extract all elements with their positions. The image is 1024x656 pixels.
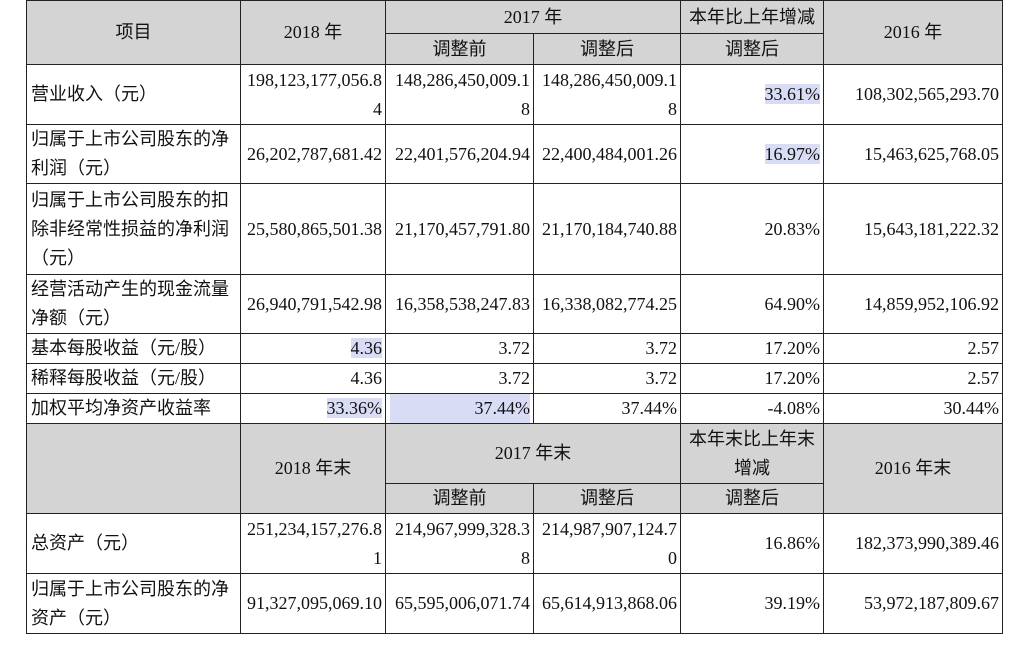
cell-2016: 14,859,952,106.92 bbox=[823, 274, 1003, 334]
header2-2016: 2016 年末 bbox=[823, 423, 1003, 514]
header2-item-empty bbox=[26, 423, 241, 514]
header-2017-after: 调整后 bbox=[533, 33, 681, 65]
cell-2017-before: 3.72 bbox=[385, 333, 534, 364]
header-item: 项目 bbox=[26, 0, 241, 65]
header-change: 本年比上年增减 bbox=[680, 0, 824, 34]
cell-2016: 108,302,565,293.70 bbox=[823, 64, 1003, 125]
cell-2018: 4.36 bbox=[240, 363, 386, 394]
cell-2018: 26,940,791,542.98 bbox=[240, 274, 386, 334]
cell-2017-after: 22,400,484,001.26 bbox=[533, 124, 681, 184]
row-label: 归属于上市公司股东的净利润（元） bbox=[26, 124, 241, 184]
header-2018: 2018 年 bbox=[240, 0, 386, 65]
table-row: 稀释每股收益（元/股） 4.36 3.72 3.72 17.20% 2.57 bbox=[26, 363, 1003, 394]
header1-row2: 调整前 调整后 调整后 bbox=[27, 33, 1003, 65]
cell-2017-before: 65,595,006,071.74 bbox=[385, 573, 534, 634]
header-2016: 2016 年 bbox=[823, 0, 1003, 65]
cell-2016: 15,463,625,768.05 bbox=[823, 124, 1003, 184]
cell-2017-after: 3.72 bbox=[533, 333, 681, 364]
cell-change: 20.83% bbox=[680, 183, 824, 275]
cell-change: 64.90% bbox=[680, 274, 824, 334]
cell-change: -4.08% bbox=[680, 393, 824, 424]
table-row: 总资产（元） 251,234,157,276.81 214,967,999,32… bbox=[26, 513, 1003, 574]
table-row: 归属于上市公司股东的净利润（元） 26,202,787,681.42 22,40… bbox=[26, 124, 1003, 184]
cell-2018: 251,234,157,276.81 bbox=[240, 513, 386, 574]
header1-row1: 项目 2018 年 2017 年 本年比上年增减 2016 年 bbox=[26, 0, 1003, 65]
cell-2018: 33.36% bbox=[326, 398, 382, 418]
header-2017: 2017 年 bbox=[385, 0, 681, 34]
cell-2016: 30.44% bbox=[823, 393, 1003, 424]
row-label: 经营活动产生的现金流量净额（元） bbox=[26, 274, 241, 334]
table-row: 营业收入（元） 198,123,177,056.84 148,286,450,0… bbox=[26, 64, 1003, 125]
financial-table: 项目 2018 年 2017 年 本年比上年增减 2016 年 调整前 调整后 … bbox=[26, 0, 1003, 634]
table-row: 基本每股收益（元/股） 4.36 3.72 3.72 17.20% 2.57 bbox=[26, 333, 1003, 364]
header2-2017: 2017 年末 bbox=[385, 423, 681, 484]
cell-2018: 198,123,177,056.84 bbox=[240, 64, 386, 125]
row-label: 总资产（元） bbox=[26, 513, 241, 574]
cell-2017-after: 3.72 bbox=[533, 363, 681, 394]
cell-change: 17.20% bbox=[680, 333, 824, 364]
cell-2016: 182,373,990,389.46 bbox=[823, 513, 1003, 574]
row-label: 归属于上市公司股东的扣除非经常性损益的净利润（元） bbox=[26, 183, 241, 275]
financial-summary: 项目 2018 年 2017 年 本年比上年增减 2016 年 调整前 调整后 … bbox=[26, 0, 1003, 640]
cell-2016: 15,643,181,222.32 bbox=[823, 183, 1003, 275]
cell-2017-before: 21,170,457,791.80 bbox=[385, 183, 534, 275]
header2-change-after: 调整后 bbox=[680, 483, 824, 514]
cell-change: 33.61% bbox=[764, 84, 820, 104]
table-row: 归属于上市公司股东的扣除非经常性损益的净利润（元） 25,580,865,501… bbox=[26, 183, 1003, 275]
cell-2017-before: 148,286,450,009.18 bbox=[385, 64, 534, 125]
cell-2016: 2.57 bbox=[823, 363, 1003, 394]
header-2017-before: 调整前 bbox=[385, 33, 534, 65]
header2-2017-after: 调整后 bbox=[533, 483, 681, 514]
table-row: 加权平均净资产收益率 33.36% 37.44% 37.44% -4.08% 3… bbox=[26, 393, 1003, 424]
cell-change: 16.86% bbox=[680, 513, 824, 574]
cell-2017-after: 65,614,913,868.06 bbox=[533, 573, 681, 634]
cell-2016: 53,972,187,809.67 bbox=[823, 573, 1003, 634]
table-row: 经营活动产生的现金流量净额（元） 26,940,791,542.98 16,35… bbox=[26, 274, 1003, 334]
header2-2018: 2018 年末 bbox=[240, 423, 386, 514]
cell-2018: 4.36 bbox=[350, 338, 382, 358]
header2-row1: 2018 年末 2017 年末 本年末比上年末增减 2016 年末 bbox=[26, 423, 1003, 514]
header-change-after: 调整后 bbox=[680, 33, 824, 65]
cell-2017-after: 214,987,907,124.70 bbox=[533, 513, 681, 574]
header2-row2: 调整前 调整后 调整后 bbox=[27, 483, 1003, 514]
row-label: 营业收入（元） bbox=[26, 64, 241, 125]
table-row: 归属于上市公司股东的净资产（元） 91,327,095,069.10 65,59… bbox=[26, 573, 1003, 634]
cell-2016: 2.57 bbox=[823, 333, 1003, 364]
cell-2017-after: 148,286,450,009.18 bbox=[533, 64, 681, 125]
cell-change: 17.20% bbox=[680, 363, 824, 394]
cell-2017-before: 3.72 bbox=[385, 363, 534, 394]
cell-2017-after: 37.44% bbox=[533, 393, 681, 424]
cell-2017-before: 16,358,538,247.83 bbox=[385, 274, 534, 334]
cell-2018: 26,202,787,681.42 bbox=[240, 124, 386, 184]
cell-2018: 25,580,865,501.38 bbox=[240, 183, 386, 275]
row-label: 加权平均净资产收益率 bbox=[26, 393, 241, 424]
cell-2017-before: 37.44% bbox=[390, 394, 530, 423]
header2-change: 本年末比上年末增减 bbox=[680, 423, 824, 484]
cell-2018: 91,327,095,069.10 bbox=[240, 573, 386, 634]
cell-2017-after: 16,338,082,774.25 bbox=[533, 274, 681, 334]
cell-2017-before: 22,401,576,204.94 bbox=[385, 124, 534, 184]
cell-change: 16.97% bbox=[764, 143, 820, 164]
row-label: 归属于上市公司股东的净资产（元） bbox=[26, 573, 241, 634]
cell-2017-after: 21,170,184,740.88 bbox=[533, 183, 681, 275]
cell-change: 39.19% bbox=[680, 573, 824, 634]
row-label: 稀释每股收益（元/股） bbox=[26, 363, 241, 394]
cell-2017-before: 214,967,999,328.38 bbox=[385, 513, 534, 574]
row-label: 基本每股收益（元/股） bbox=[26, 333, 241, 364]
header2-2017-before: 调整前 bbox=[385, 483, 534, 514]
